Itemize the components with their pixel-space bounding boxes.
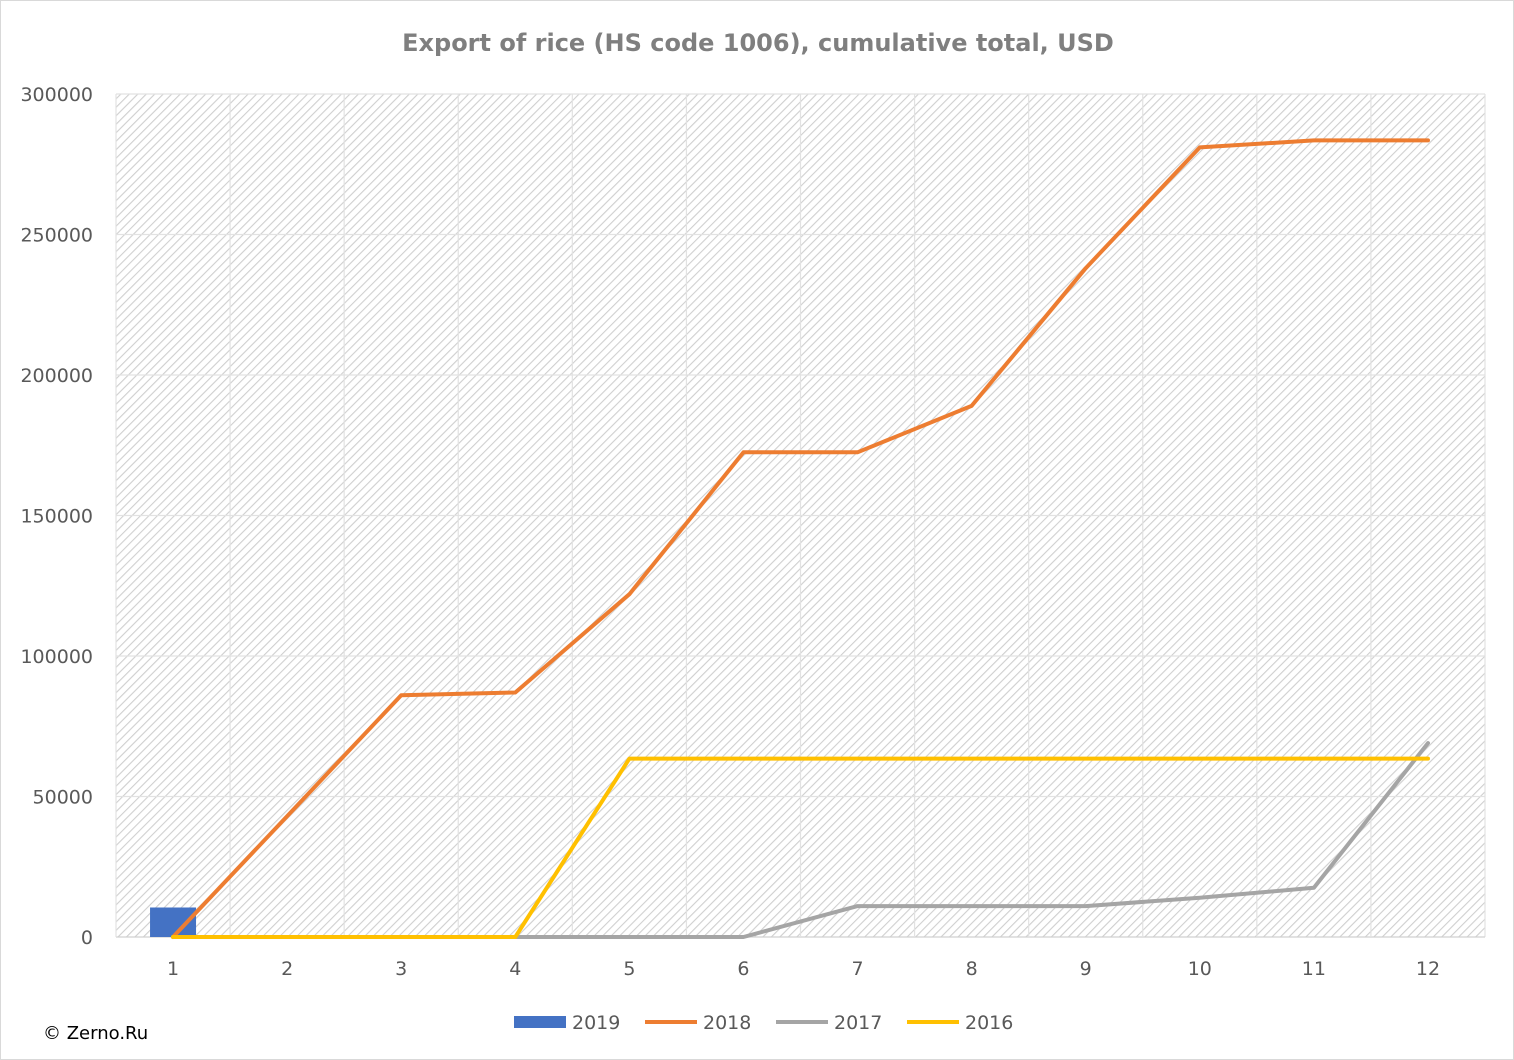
x-tick-label: 8 (966, 958, 978, 980)
chart-title: Export of rice (HS code 1006), cumulativ… (402, 29, 1114, 57)
series-layer (150, 138, 1430, 939)
x-tick-label: 10 (1188, 958, 1212, 980)
y-tick-label: 300000 (20, 84, 93, 106)
y-tick-label: 150000 (20, 506, 93, 528)
legend-swatch-2019 (514, 1016, 566, 1028)
x-tick-label: 7 (851, 958, 863, 980)
legend-label-2017: 2017 (834, 1012, 882, 1034)
line-2016 (171, 756, 1430, 939)
x-tick-label: 6 (737, 958, 749, 980)
grid (115, 93, 1486, 938)
x-tick-label: 2 (281, 958, 293, 980)
y-tick-label: 250000 (20, 225, 93, 247)
x-axis: 1 2 3 4 5 6 7 8 9 10 11 12 (167, 958, 1440, 980)
legend-label-2019: 2019 (572, 1012, 620, 1034)
line-2018 (171, 138, 1430, 939)
x-tick-label: 3 (395, 958, 407, 980)
x-tick-label: 12 (1416, 958, 1440, 980)
y-tick-label: 0 (81, 927, 93, 949)
x-tick-label: 9 (1080, 958, 1092, 980)
y-tick-label: 100000 (20, 646, 93, 668)
copyright-label: © Zerno.Ru (43, 1023, 148, 1044)
x-tick-label: 1 (167, 958, 179, 980)
y-axis: 0 50000 100000 150000 200000 250000 300000 (20, 84, 93, 949)
legend: 2019 2018 2017 2016 (514, 1012, 1013, 1034)
y-tick-label: 50000 (33, 787, 93, 809)
x-tick-label: 11 (1302, 958, 1326, 980)
x-tick-label: 5 (623, 958, 635, 980)
x-tick-label: 4 (509, 958, 521, 980)
y-tick-label: 200000 (20, 365, 93, 387)
legend-label-2018: 2018 (703, 1012, 751, 1034)
legend-label-2016: 2016 (965, 1012, 1013, 1034)
